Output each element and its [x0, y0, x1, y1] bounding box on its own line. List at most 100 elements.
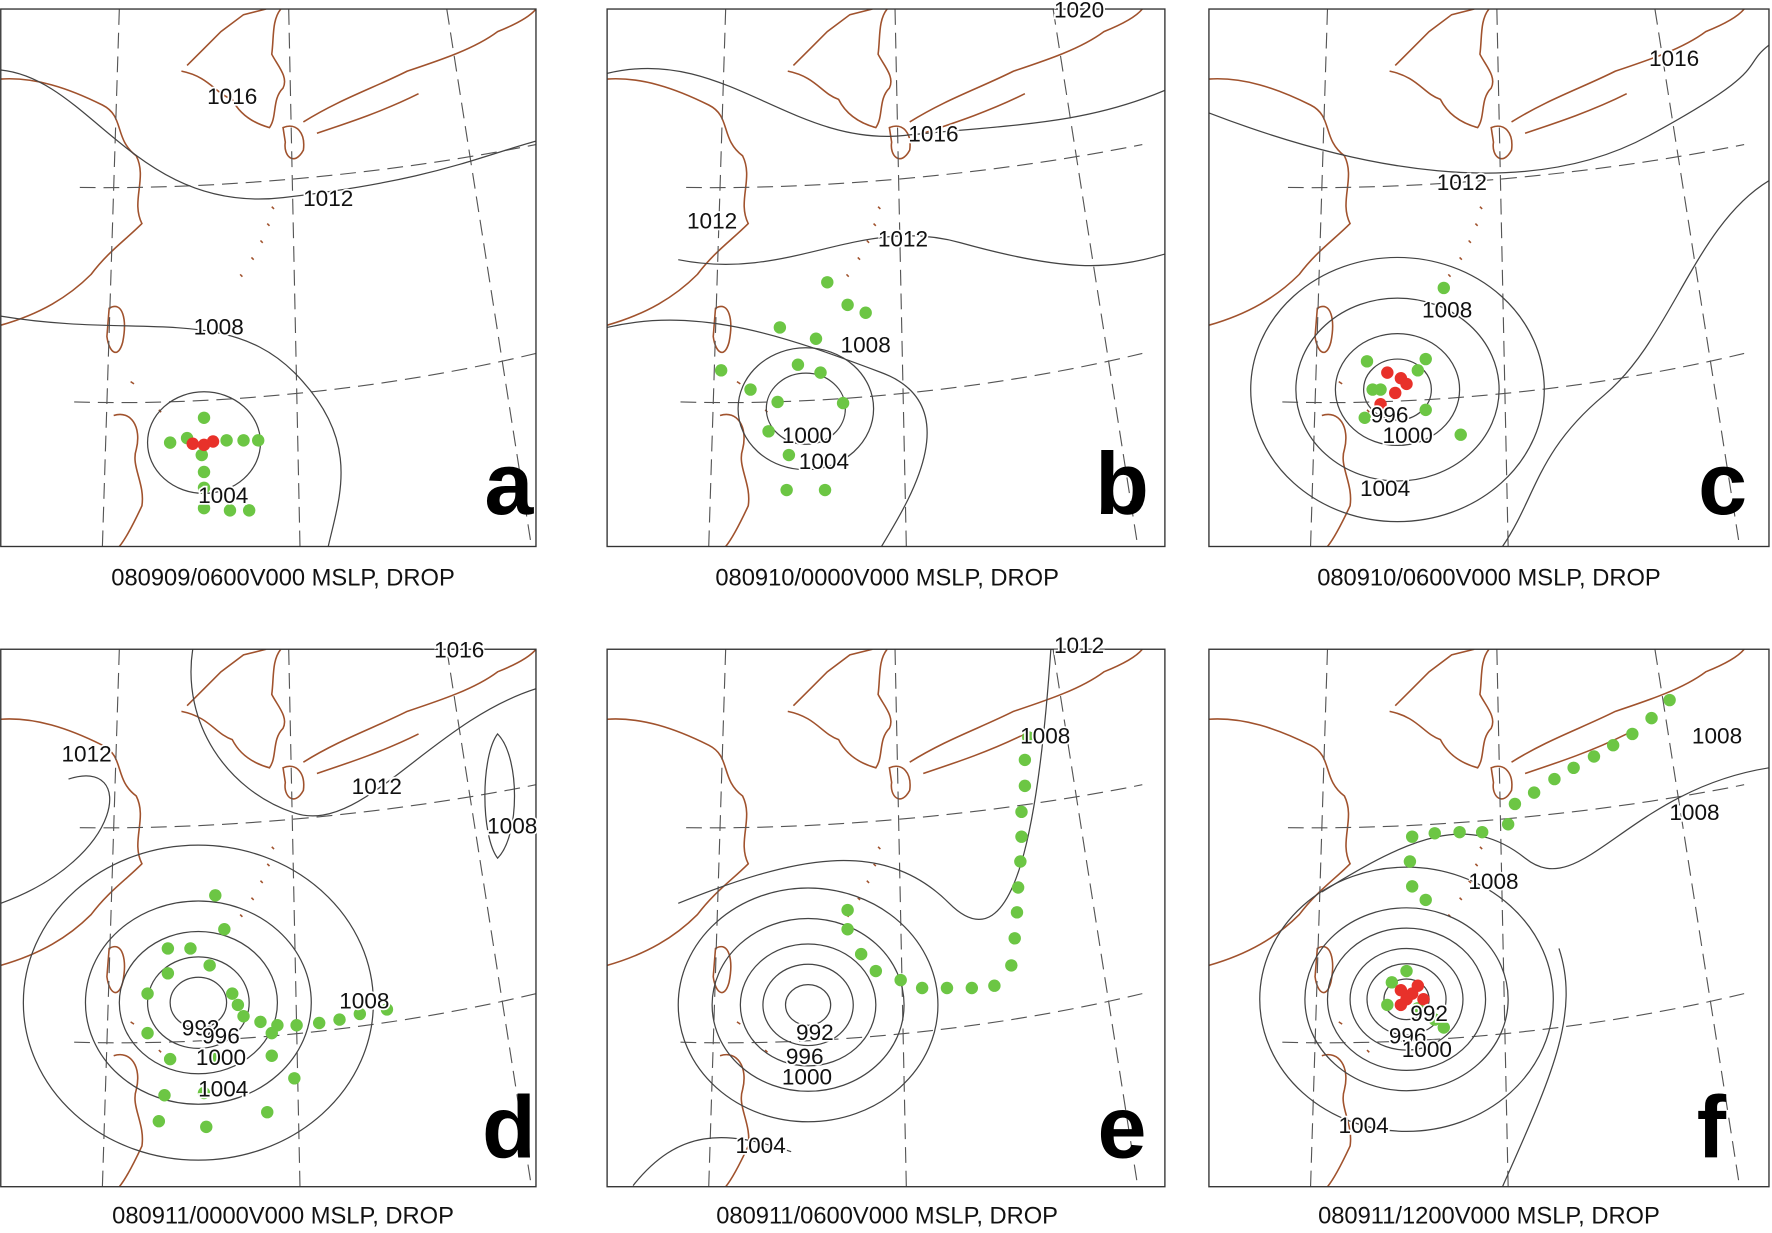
isobar-label: 1012 — [1054, 633, 1104, 658]
dropsonde — [242, 504, 256, 517]
dropsonde — [1606, 739, 1620, 752]
dropsonde-center — [1394, 998, 1408, 1012]
dropsonde — [1508, 797, 1522, 811]
dropsonde — [791, 358, 805, 371]
isobar-label: 1008 — [1422, 298, 1472, 323]
isobar — [678, 235, 1165, 267]
isobar-label: 1008 — [1692, 723, 1742, 748]
map-content — [607, 9, 1165, 547]
coastlines — [1208, 649, 1745, 1187]
dropsonde — [771, 395, 784, 409]
dropsonde — [780, 483, 793, 497]
isobar — [169, 976, 228, 1029]
dropsonde — [353, 1007, 367, 1021]
dropsonde — [1011, 881, 1025, 894]
isobar — [118, 930, 279, 1075]
dropsonde — [744, 383, 757, 396]
coastlines — [0, 9, 536, 547]
map-content — [0, 9, 536, 547]
isobar — [146, 956, 250, 1050]
isobar — [784, 983, 832, 1026]
dropsonde-center — [1394, 984, 1408, 997]
dropsonde — [1008, 932, 1021, 945]
isobar — [1366, 963, 1447, 1036]
isobar — [632, 1137, 792, 1186]
dropsonde — [195, 448, 208, 462]
isobar — [1208, 44, 1769, 174]
dropsonde-center — [1381, 366, 1394, 379]
dropsonde — [223, 504, 237, 517]
isobar-label: 992 — [796, 1020, 834, 1045]
dropsonde — [197, 501, 211, 515]
dropsonde — [197, 411, 211, 424]
dropsonde — [197, 465, 211, 479]
isobar — [0, 315, 342, 547]
dropsonde — [203, 959, 216, 972]
dropsonde — [894, 973, 907, 987]
dropsonde-center — [1374, 398, 1387, 411]
isobar — [1259, 866, 1554, 1133]
dropsonde — [1411, 364, 1425, 377]
isobar-label: 1016 — [1649, 46, 1699, 71]
isobar-label: 1008 — [1020, 723, 1070, 748]
panel-frame — [606, 8, 1166, 548]
dropsonde — [869, 964, 883, 978]
dropsonde — [237, 1009, 250, 1023]
dropsonde — [1419, 352, 1432, 366]
isobar-label: 1000 — [782, 423, 832, 448]
coastlines — [607, 9, 1144, 547]
isobar — [1304, 907, 1509, 1092]
map-content — [0, 649, 536, 1187]
dropsonde — [333, 1013, 346, 1026]
dropsonde — [1419, 403, 1432, 417]
panel-caption: 080909/0600V000 MSLP, DROP — [111, 566, 455, 592]
isobar-label: 1012 — [687, 208, 737, 233]
dropsonde — [988, 979, 1001, 992]
isobar-label: 1020 — [1054, 0, 1104, 22]
dropsonde — [218, 923, 231, 936]
panel-letter: c — [1698, 434, 1747, 533]
panel-caption: 080910/0600V000 MSLP, DROP — [1317, 566, 1661, 592]
isobar — [762, 963, 854, 1047]
dropsonde — [197, 1086, 211, 1100]
isobar-label: 1016 — [434, 637, 484, 662]
dropsonde — [854, 947, 868, 961]
dropsonde — [965, 981, 979, 995]
dropsonde — [1475, 825, 1489, 839]
isobar-label: 1012 — [61, 741, 111, 766]
dropsonde — [141, 987, 154, 1000]
dropsonde — [773, 321, 787, 334]
isobar — [607, 319, 928, 547]
dropsonde — [1014, 855, 1027, 868]
isobar-label: 1008 — [339, 989, 389, 1014]
panel-frame — [1208, 648, 1770, 1188]
isobar-label: 1012 — [1437, 170, 1487, 195]
isobar-label: 996 — [1389, 1024, 1427, 1049]
dropsonde — [1360, 355, 1374, 368]
dropsonde — [288, 1072, 301, 1085]
panel-frame — [606, 648, 1166, 1188]
isobar-label: 1004 — [1339, 1113, 1389, 1138]
dropsonde — [1645, 711, 1658, 725]
dropsonde — [821, 276, 834, 289]
isobar-label: 992 — [182, 1016, 220, 1041]
dropsonde — [231, 998, 245, 1012]
dropsonde — [265, 1049, 278, 1062]
isobar-label: 1008 — [841, 333, 891, 358]
dropsonde — [1501, 818, 1515, 831]
dropsonde — [200, 1120, 213, 1134]
dropsonde — [1005, 959, 1018, 972]
map-content — [607, 649, 1144, 1187]
dropsonde — [1405, 880, 1419, 893]
isobar — [0, 69, 536, 200]
isobar — [711, 917, 905, 1092]
dropsonde — [841, 298, 854, 312]
dropsonde — [161, 967, 175, 980]
isobar-label: 1016 — [207, 84, 257, 109]
isobar-label: 1016 — [908, 121, 958, 146]
dropsonde-center — [1417, 993, 1430, 1006]
